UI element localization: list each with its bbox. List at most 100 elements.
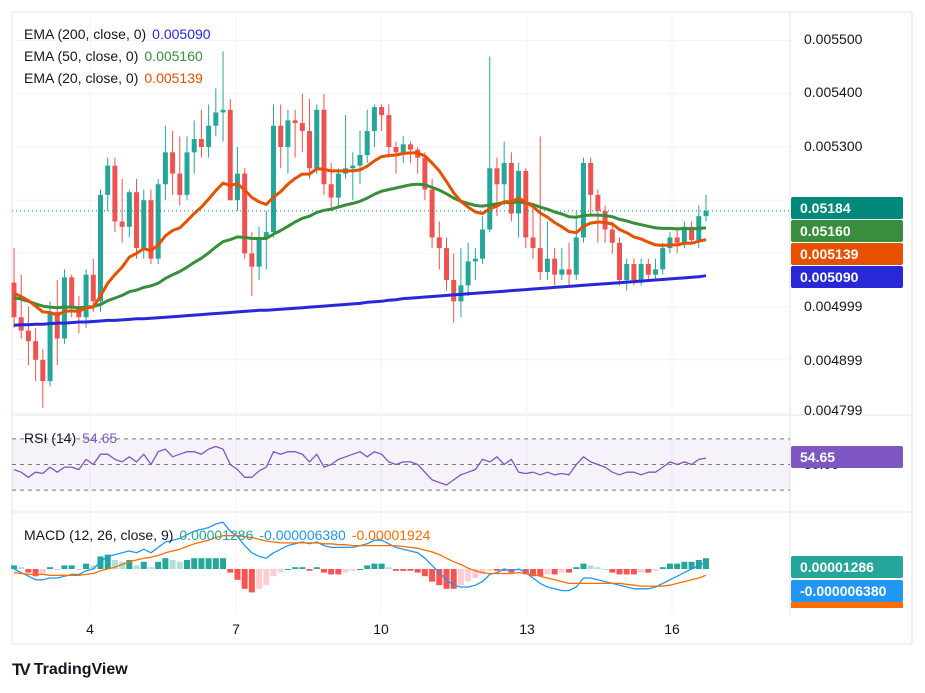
- candle-body: [508, 162, 514, 214]
- legend-macd: MACD (12, 26, close, 9) 0.00001286 -0.0000…: [24, 525, 430, 545]
- legend-rsi: RSI (14) 54.65: [24, 428, 117, 448]
- macd-hist-bar: [147, 567, 154, 569]
- y-tick: 0.005500: [804, 31, 863, 47]
- candle-body: [198, 139, 204, 147]
- chart-frame: [11, 11, 913, 645]
- macd-hist-bar: [421, 569, 428, 577]
- legend-ema20-name: EMA (20, close, 0): [24, 70, 139, 86]
- y-tick: 0.005300: [804, 138, 863, 154]
- candle-body: [47, 311, 53, 382]
- candle-body: [234, 173, 240, 201]
- macd-hist-bar: [479, 569, 486, 575]
- macd-hist-bar: [522, 569, 529, 575]
- macd-hist-bar: [335, 569, 342, 575]
- candle-body: [314, 109, 320, 169]
- candle-body: [40, 359, 46, 382]
- candle-body: [227, 109, 233, 201]
- candle-body: [162, 152, 168, 185]
- candle-body: [544, 258, 550, 273]
- candle-body: [566, 269, 572, 275]
- macd-hist-bar: [313, 567, 320, 569]
- macd-hist-bar: [248, 569, 255, 593]
- candle-body: [681, 226, 687, 243]
- candle-body: [299, 123, 305, 132]
- candle-body: [350, 165, 356, 169]
- macd-hist-bar: [47, 567, 54, 569]
- macd-hist-bar: [306, 569, 313, 571]
- macd-hist-bar: [630, 569, 637, 575]
- tradingview-logo[interactable]: TV TradingView: [12, 660, 128, 680]
- macd-hist-bar: [472, 569, 479, 578]
- candle-body: [660, 248, 666, 270]
- macd-hist-bar: [666, 563, 673, 569]
- macd-hist-bar: [75, 569, 82, 570]
- macd-hist-bar: [184, 560, 190, 569]
- y-tick: 0.005400: [804, 84, 863, 100]
- macd-hist-bar: [400, 569, 407, 571]
- macd-hist-bar: [695, 560, 702, 569]
- macd-hist-bar: [371, 563, 378, 569]
- macd-hist-bar: [320, 569, 327, 573]
- macd-hist-bar: [450, 569, 457, 589]
- candle-body: [112, 165, 118, 222]
- macd-hist-bar: [292, 567, 299, 569]
- macd-hist-bar: [39, 569, 46, 575]
- candle-body: [624, 264, 630, 280]
- macd-hist-bar: [162, 558, 169, 569]
- candle-body: [278, 125, 284, 147]
- price-badge: 0.05184: [791, 197, 903, 219]
- candle-body: [335, 173, 341, 198]
- macd-hist-bar: [703, 558, 709, 569]
- candle-body: [256, 237, 262, 267]
- candle-body: [617, 242, 622, 280]
- candle-body: [638, 264, 644, 280]
- macd-hist-bar: [83, 563, 90, 569]
- macd-hist-bar: [140, 561, 147, 569]
- candle-body: [184, 152, 190, 195]
- macd-hist-bar: [270, 569, 277, 577]
- candle-body: [271, 125, 276, 233]
- macd-hist-bar: [638, 569, 645, 573]
- signal-badge: -0.000006380: [791, 580, 903, 602]
- legend-macd-macd: 0.00001286: [179, 527, 254, 543]
- macd-hist-bar: [227, 569, 234, 573]
- candle-body: [328, 184, 334, 198]
- legend-macd-name: MACD (12, 26, close, 9): [24, 527, 174, 543]
- candle-body: [141, 200, 147, 249]
- signal-line: [13, 535, 707, 587]
- candle-body: [436, 237, 442, 249]
- legend-ema50: EMA (50, close, 0) 0.005160: [24, 46, 203, 66]
- rsi-line: [13, 445, 707, 486]
- candle-body: [537, 248, 543, 273]
- macd-hist-bar: [90, 565, 97, 569]
- candle-body: [653, 269, 659, 275]
- x-tick: 13: [519, 621, 535, 637]
- candle-body: [472, 258, 478, 262]
- macd-hist-bar: [659, 567, 666, 569]
- candle-body: [98, 194, 103, 302]
- candle-body: [631, 264, 637, 280]
- macd-hist-bar: [119, 561, 126, 569]
- macd-hist-bar: [501, 569, 508, 571]
- macd-hist-bar: [645, 569, 652, 573]
- ema50-badge: 0.05160: [791, 220, 903, 242]
- legend-rsi-value: 54.65: [82, 430, 118, 446]
- macd-hist-bar: [68, 565, 75, 569]
- macd-hist-bar: [357, 569, 363, 570]
- candle-body: [119, 221, 125, 227]
- legend-rsi-name: RSI (14): [24, 430, 77, 446]
- candle-body: [242, 173, 248, 254]
- candle-body: [674, 237, 680, 243]
- candle-body: [191, 139, 197, 153]
- candle-body: [213, 112, 219, 126]
- y-tick: 0.004999: [804, 298, 863, 314]
- candle-body: [487, 168, 493, 230]
- legend-macd-signal: -0.000006380: [259, 527, 346, 543]
- macd-hist-bar: [594, 567, 601, 569]
- legend-ema50-name: EMA (50, close, 0): [24, 48, 139, 64]
- candle-body: [667, 237, 673, 249]
- candle-body: [552, 258, 558, 275]
- candle-body: [364, 131, 370, 155]
